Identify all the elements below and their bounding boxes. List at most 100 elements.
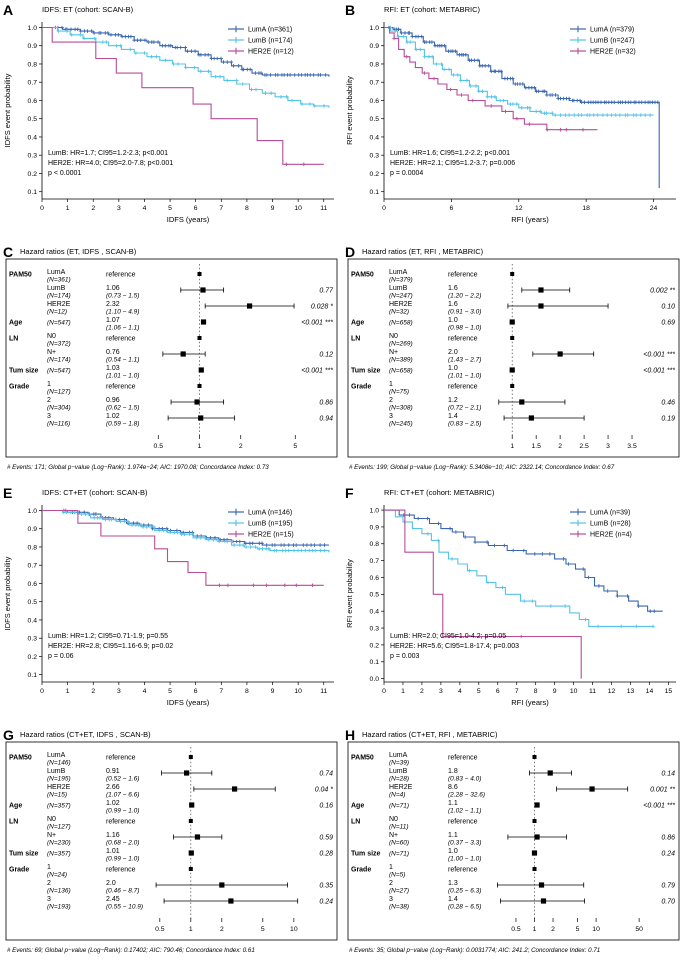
level-label: LumB	[47, 285, 66, 292]
hr-reference-marker	[188, 818, 193, 823]
n-label: (N=146)	[47, 759, 71, 766]
n-label: (N=389)	[389, 356, 413, 363]
estimate-label: 0.91	[106, 768, 120, 775]
censor-mark	[581, 567, 585, 571]
censor-mark	[583, 617, 588, 622]
forest-frame	[5, 741, 338, 940]
legend-item-label: LumB (n=247)	[590, 38, 635, 45]
hr-marker	[538, 286, 544, 293]
panel-letter-b: B	[345, 2, 356, 18]
censor-mark	[189, 49, 194, 53]
censor-mark	[416, 34, 420, 39]
censor-mark	[135, 521, 139, 525]
level-label: 1	[47, 381, 51, 388]
y-tick-label: 0.7	[28, 80, 38, 87]
ci-label: (0.46 − 8.7)	[106, 887, 139, 894]
p-value-label: 0.19	[661, 415, 675, 422]
forest-plot-et-idfs: Hazard ratios (ET, IDFS , SCAN-B) 0.5 1 2 5 P…	[5, 247, 338, 471]
censor-mark	[142, 523, 146, 527]
y-tick-label: 0.2	[370, 642, 380, 649]
censor-mark	[131, 521, 136, 525]
hr-marker	[534, 801, 540, 808]
censor-mark	[120, 34, 124, 39]
censor-mark	[485, 540, 489, 544]
x-tick-label: 8	[245, 205, 249, 212]
censor-mark	[109, 517, 114, 522]
level-label: 2	[389, 397, 393, 404]
censor-mark	[101, 40, 105, 44]
n-label: (N=245)	[389, 420, 413, 427]
censor-mark	[424, 40, 428, 44]
panel-forest-ctet-rfi: H Hazard ratios (CT+ET, RFI , METABRIC) 0…	[342, 725, 685, 966]
n-label: (N=547)	[47, 319, 71, 326]
censor-mark	[218, 74, 222, 79]
n-label: (N=174)	[47, 356, 71, 363]
censor-mark	[238, 539, 242, 544]
hr-marker	[189, 801, 195, 808]
panel-letter-e: E	[3, 485, 13, 501]
censor-mark	[422, 71, 427, 75]
censor-mark	[416, 516, 420, 521]
estimate-label: reference	[106, 866, 136, 873]
n-label: (N=71)	[389, 802, 409, 809]
censor-mark	[407, 31, 412, 35]
censor-mark	[605, 589, 610, 593]
n-label: (N=304)	[47, 404, 71, 411]
x-tick-label: 1.5	[531, 443, 541, 450]
censor-mark	[129, 34, 133, 39]
x-tick-label: 0.5	[154, 443, 164, 450]
hr-marker	[231, 785, 238, 792]
censor-mark	[393, 29, 398, 33]
censor-mark	[244, 545, 248, 549]
censor-mark	[89, 29, 94, 33]
censor-mark	[264, 583, 269, 588]
censor-mark	[520, 106, 524, 110]
censor-mark	[94, 512, 98, 516]
censor-mark	[492, 543, 497, 548]
panel-title: RFI: CT+ET (cohort: METABRIC)	[384, 488, 495, 497]
legend-item-label: LumA (n=146)	[248, 510, 292, 517]
hr-marker	[198, 414, 204, 421]
censor-mark	[83, 512, 88, 516]
censor-mark	[459, 93, 464, 97]
level-label: LumA	[389, 752, 408, 759]
censor-mark	[313, 548, 317, 553]
censor-mark	[447, 67, 451, 72]
censor-mark	[586, 575, 591, 580]
level-label: LumA	[47, 269, 66, 276]
estimate-label: reference	[106, 383, 136, 390]
censor-mark	[75, 27, 80, 32]
censor-mark	[253, 71, 258, 75]
p-value-label: 0.74	[319, 770, 333, 777]
censor-mark	[558, 96, 563, 101]
km-curve-HER2E	[384, 509, 582, 679]
censor-mark	[169, 43, 173, 48]
censor-mark	[150, 526, 155, 531]
y-tick-label: 0.3	[370, 153, 380, 160]
censor-mark	[636, 604, 641, 608]
censor-mark	[149, 54, 154, 59]
censor-mark	[322, 548, 327, 553]
y-tick-label: 0.5	[28, 116, 38, 123]
estimate-label: 1.6	[448, 285, 458, 292]
censor-mark	[116, 33, 121, 37]
level-label: 1	[389, 864, 393, 871]
stats-annotation-line: HER2E: HR=4.0; CI95=2.0-7.8; p<0.001	[48, 160, 173, 167]
n-label: (N=658)	[389, 319, 413, 326]
censor-mark	[260, 541, 264, 546]
censor-mark	[408, 40, 412, 44]
censor-mark	[118, 519, 123, 524]
estimate-label: 1.8	[448, 768, 458, 775]
estimate-label: 1.02	[106, 413, 120, 420]
hr-marker	[198, 366, 204, 373]
x-tick-label: 3	[606, 443, 610, 450]
estimate-label: 2.45	[106, 896, 120, 903]
censor-mark	[427, 54, 431, 59]
x-tick-label: 9	[553, 688, 557, 695]
n-label: (N=308)	[389, 404, 413, 411]
legend-plus-icon	[232, 508, 240, 516]
censor-mark	[588, 113, 592, 117]
censor-mark	[430, 40, 434, 44]
ci-label: (0.55 − 10.9)	[106, 903, 143, 910]
censor-mark	[130, 523, 134, 527]
